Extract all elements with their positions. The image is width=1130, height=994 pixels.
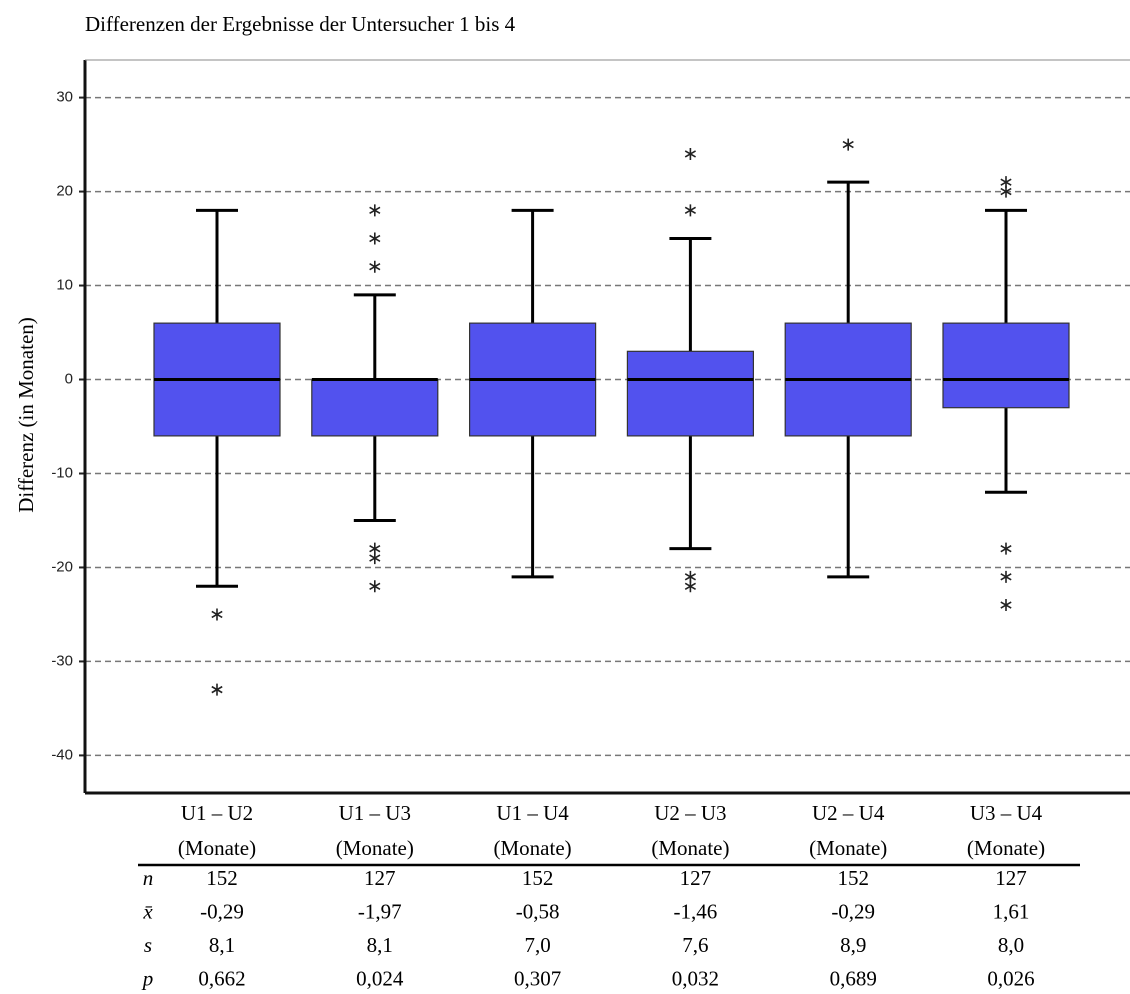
table-cell: -0,58 bbox=[516, 899, 560, 923]
outlier bbox=[684, 204, 696, 217]
outlier bbox=[684, 580, 696, 593]
table-cell: 127 bbox=[680, 866, 712, 890]
box bbox=[311, 378, 439, 437]
y-tick-label: 0 bbox=[65, 370, 73, 387]
outlier bbox=[1000, 570, 1012, 583]
x-tick-label: U2 – U3 bbox=[654, 801, 726, 825]
outlier bbox=[1000, 599, 1012, 612]
table-cell: -1,97 bbox=[358, 899, 402, 923]
outlier bbox=[369, 552, 381, 565]
row-label: s bbox=[144, 933, 152, 957]
table-cell: 8,1 bbox=[367, 933, 393, 957]
row-label: x̄ bbox=[142, 899, 153, 923]
x-tick-label: U3 – U4 bbox=[970, 801, 1043, 825]
y-tick-label: -10 bbox=[51, 464, 73, 481]
x-tick-label: (Monate) bbox=[494, 836, 572, 860]
table-cell: 152 bbox=[837, 866, 869, 890]
table-cell: -1,46 bbox=[674, 899, 718, 923]
x-tick-label: (Monate) bbox=[178, 836, 256, 860]
table-cell: 7,6 bbox=[682, 933, 708, 957]
outlier bbox=[369, 204, 381, 217]
outlier bbox=[684, 147, 696, 160]
table-cell: 8,0 bbox=[998, 933, 1024, 957]
table-cell: 0,662 bbox=[198, 966, 245, 990]
table-cell: 0,032 bbox=[672, 966, 719, 990]
row-label: p bbox=[141, 966, 154, 990]
box bbox=[942, 322, 1070, 409]
table-cell: 8,9 bbox=[840, 933, 866, 957]
table-cell: 127 bbox=[995, 866, 1027, 890]
table-cell: 0,024 bbox=[356, 966, 404, 990]
y-tick-label: -20 bbox=[51, 558, 73, 575]
table-cell: 0,689 bbox=[830, 966, 877, 990]
table-cell: -0,29 bbox=[831, 899, 875, 923]
table-cell: -0,29 bbox=[200, 899, 244, 923]
y-tick-label: 30 bbox=[56, 89, 73, 106]
x-tick-label: U1 – U2 bbox=[181, 801, 253, 825]
row-label: n bbox=[143, 866, 154, 890]
y-tick-label: -40 bbox=[51, 746, 73, 763]
table-cell: 7,0 bbox=[524, 933, 550, 957]
table-cell: 152 bbox=[522, 866, 554, 890]
x-tick-label: U1 – U4 bbox=[496, 801, 569, 825]
y-tick-label: 10 bbox=[56, 277, 73, 294]
x-tick-label: U2 – U4 bbox=[812, 801, 885, 825]
y-tick-label: -30 bbox=[51, 652, 73, 669]
y-tick-label: 20 bbox=[56, 183, 73, 200]
x-tick-label: (Monate) bbox=[336, 836, 414, 860]
table-cell: 0,307 bbox=[514, 966, 561, 990]
table-cell: 152 bbox=[206, 866, 238, 890]
outlier bbox=[369, 580, 381, 593]
table-cell: 0,026 bbox=[987, 966, 1034, 990]
y-axis-label: Differenz (in Monaten) bbox=[14, 317, 38, 513]
table-cell: 127 bbox=[364, 866, 396, 890]
outlier bbox=[1000, 542, 1012, 555]
outlier bbox=[211, 608, 223, 621]
box bbox=[626, 350, 755, 437]
outlier bbox=[211, 683, 223, 696]
table-cell: 8,1 bbox=[209, 933, 235, 957]
x-tick-label: (Monate) bbox=[809, 836, 887, 860]
table-cell: 1,61 bbox=[993, 899, 1030, 923]
outlier bbox=[369, 260, 381, 273]
x-tick-label: U1 – U3 bbox=[339, 801, 411, 825]
x-tick-label: (Monate) bbox=[967, 836, 1045, 860]
x-tick-label: (Monate) bbox=[651, 836, 729, 860]
outlier bbox=[369, 232, 381, 245]
outlier bbox=[842, 138, 854, 151]
outlier bbox=[1000, 185, 1012, 198]
chart-title: Differenzen der Ergebnisse der Untersuch… bbox=[85, 12, 516, 36]
